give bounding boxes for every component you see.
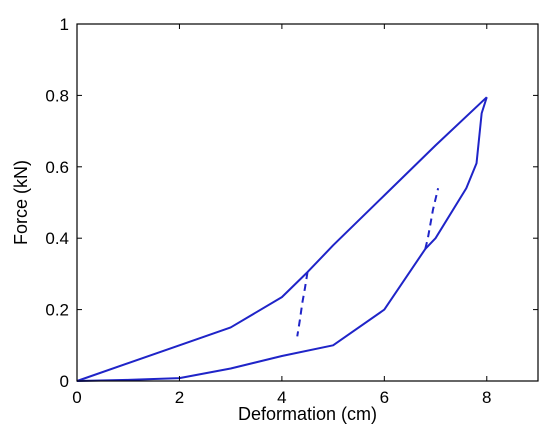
dashed-series-line-4	[424, 187, 440, 250]
plot-background	[77, 24, 538, 381]
y-tick-label: 0.8	[45, 86, 69, 105]
x-tick-label: 0	[72, 388, 81, 407]
plot-frame	[76, 23, 539, 382]
x-axis-label: Deformation (cm)	[238, 404, 377, 424]
ticks-layer: 0 2 4 6 8 0 0.2 0.4 0.6 0.8 1	[45, 15, 538, 407]
y-tick-label: 0	[60, 372, 69, 391]
y-tick-label: 1	[60, 15, 69, 34]
y-tick-label: 0.2	[45, 301, 69, 320]
y-tick-label: 0.4	[45, 229, 69, 248]
dashed-series-line-3	[296, 271, 309, 337]
x-tick-label: 4	[277, 388, 286, 407]
y-axis-label: Force (kN)	[11, 160, 31, 245]
x-tick-label: 2	[175, 388, 184, 407]
x-tick-label: 6	[380, 388, 389, 407]
x-tick-label: 8	[482, 388, 491, 407]
y-tick-label: 0.6	[45, 158, 69, 177]
